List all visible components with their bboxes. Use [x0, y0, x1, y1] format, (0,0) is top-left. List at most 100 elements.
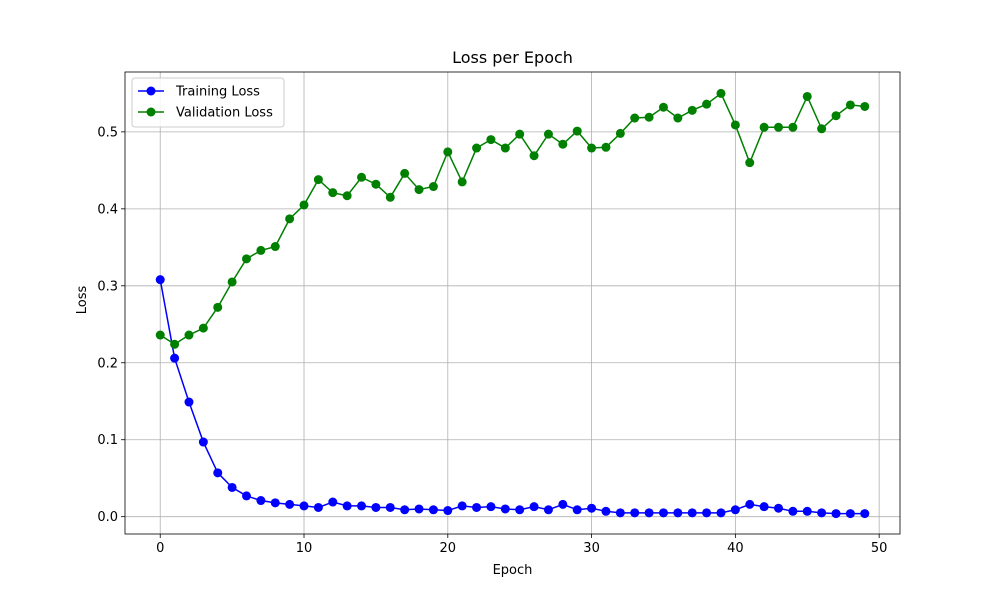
data-point-validation-loss	[170, 339, 180, 349]
data-point-validation-loss	[285, 214, 295, 224]
data-point-validation-loss	[256, 245, 266, 255]
series-validation-loss	[155, 88, 870, 349]
data-point-validation-loss	[428, 182, 438, 192]
x-axis-label: Epoch	[493, 563, 533, 578]
data-point-training-loss	[587, 503, 597, 513]
data-point-training-loss	[486, 502, 496, 512]
legend-label-training: Training Loss	[175, 85, 260, 100]
data-point-validation-loss	[299, 200, 309, 210]
data-point-training-loss	[400, 505, 410, 515]
data-point-training-loss	[184, 397, 194, 407]
data-point-training-loss	[457, 501, 467, 511]
data-point-validation-loss	[673, 113, 683, 123]
data-point-training-loss	[170, 353, 180, 363]
x-tick-label: 30	[583, 541, 600, 556]
data-point-training-loss	[198, 437, 208, 447]
data-point-training-loss	[702, 508, 712, 518]
data-point-training-loss	[428, 505, 438, 515]
series-line-validation-loss	[159, 92, 865, 346]
data-point-validation-loss	[802, 91, 812, 101]
legend-label-validation: Validation Loss	[176, 106, 273, 121]
y-axis-label: Loss	[75, 286, 90, 315]
data-point-training-loss	[644, 508, 654, 518]
data-point-validation-loss	[615, 128, 625, 138]
data-point-training-loss	[385, 502, 395, 512]
data-point-validation-loss	[500, 143, 510, 153]
x-tick-label: 10	[296, 541, 313, 556]
data-point-training-loss	[687, 508, 697, 518]
data-point-training-loss	[788, 506, 798, 516]
data-point-validation-loss	[155, 330, 165, 340]
data-point-training-loss	[256, 496, 266, 506]
data-point-validation-loss	[788, 122, 798, 132]
data-point-validation-loss	[342, 191, 352, 201]
data-point-training-loss	[313, 502, 323, 512]
data-point-validation-loss	[860, 101, 870, 111]
data-point-training-loss	[155, 275, 165, 285]
data-point-training-loss	[759, 502, 769, 512]
y-tick-label: 0.3	[97, 279, 118, 294]
data-point-training-loss	[802, 506, 812, 516]
x-tick-label: 40	[727, 541, 744, 556]
data-point-training-loss	[745, 499, 755, 509]
data-point-validation-loss	[472, 143, 482, 153]
data-point-validation-loss	[845, 100, 855, 110]
data-point-training-loss	[342, 501, 352, 511]
data-point-training-loss	[227, 482, 237, 492]
data-point-validation-loss	[630, 113, 640, 123]
x-tick-label: 50	[871, 541, 888, 556]
data-point-validation-loss	[601, 142, 611, 152]
data-point-validation-loss	[227, 277, 237, 287]
data-point-training-loss	[299, 501, 309, 511]
data-point-validation-loss	[831, 111, 841, 121]
data-point-training-loss	[860, 509, 870, 519]
data-point-training-loss	[285, 499, 295, 509]
data-point-training-loss	[615, 508, 625, 518]
data-point-validation-loss	[357, 172, 367, 182]
series-training-loss	[155, 275, 870, 519]
data-point-training-loss	[241, 491, 251, 501]
data-point-validation-loss	[558, 139, 568, 149]
data-point-validation-loss	[702, 99, 712, 109]
y-tick-label: 0.0	[97, 510, 118, 525]
legend-marker-validation	[146, 107, 156, 117]
data-point-validation-loss	[774, 122, 784, 132]
data-point-training-loss	[845, 509, 855, 519]
series-lines	[155, 88, 870, 519]
data-point-training-loss	[831, 509, 841, 519]
data-point-training-loss	[371, 502, 381, 512]
data-point-training-loss	[443, 506, 453, 516]
data-point-training-loss	[213, 468, 223, 478]
data-point-validation-loss	[457, 177, 467, 187]
legend-marker-training	[146, 86, 156, 96]
data-point-validation-loss	[213, 302, 223, 312]
plot-frame	[124, 71, 901, 535]
data-point-training-loss	[716, 508, 726, 518]
data-point-validation-loss	[313, 175, 323, 185]
data-point-validation-loss	[644, 112, 654, 122]
data-point-training-loss	[630, 508, 640, 518]
data-point-validation-loss	[328, 188, 338, 198]
data-point-validation-loss	[687, 105, 697, 115]
data-point-training-loss	[658, 508, 668, 518]
data-point-training-loss	[270, 498, 280, 508]
y-tick-label: 0.4	[97, 202, 118, 217]
chart-title: Loss per Epoch	[452, 48, 573, 67]
data-point-validation-loss	[529, 151, 539, 161]
data-point-validation-loss	[817, 124, 827, 134]
data-point-validation-loss	[759, 122, 769, 132]
data-point-training-loss	[673, 508, 683, 518]
legend: Training Loss Validation Loss	[131, 77, 285, 128]
data-point-validation-loss	[371, 179, 381, 189]
data-point-training-loss	[529, 502, 539, 512]
data-point-training-loss	[543, 505, 553, 515]
data-point-validation-loss	[587, 143, 597, 153]
data-point-validation-loss	[270, 242, 280, 252]
data-point-training-loss	[472, 502, 482, 512]
axis-ticks: 0 10 20 30 40 50 0.0 0.1 0.2 0.3 0.4 0.5	[97, 125, 887, 556]
data-point-training-loss	[774, 503, 784, 513]
data-point-training-loss	[500, 504, 510, 514]
y-tick-label: 0.2	[97, 356, 118, 371]
data-point-training-loss	[328, 497, 338, 507]
